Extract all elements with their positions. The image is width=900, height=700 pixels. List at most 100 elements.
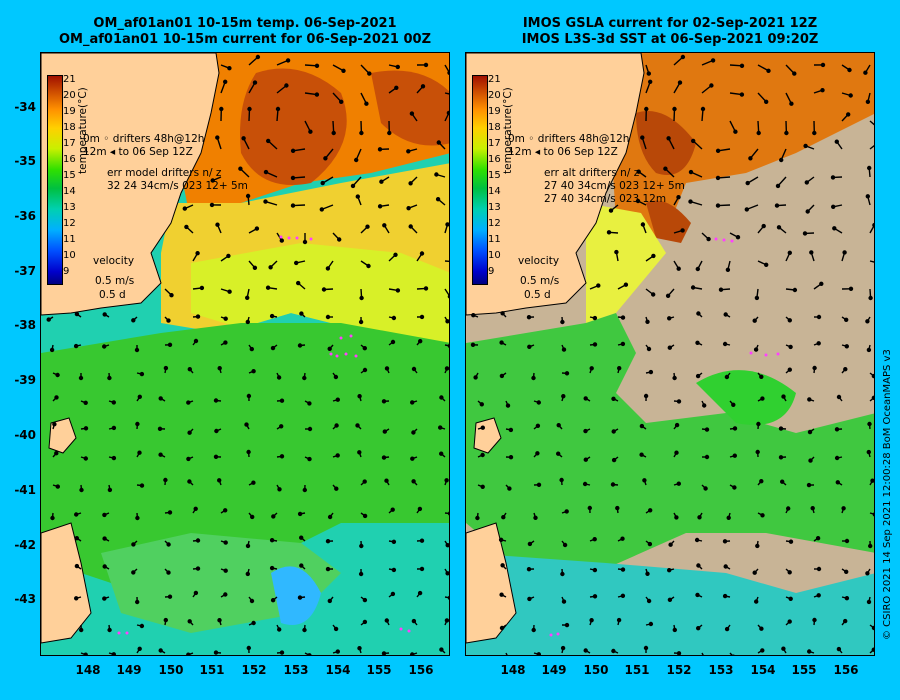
current-arrowhead: [255, 54, 261, 60]
current-arrowhead: [279, 650, 285, 655]
current-arrowhead: [592, 567, 598, 573]
current-arrowhead: [358, 571, 364, 577]
current-arrowhead: [307, 401, 312, 406]
current-arrowhead: [290, 148, 296, 154]
current-arrowhead: [444, 478, 449, 483]
current-arrowhead: [620, 341, 626, 347]
current-arrowhead: [745, 180, 750, 186]
current-arrowhead: [131, 542, 136, 547]
current-arrowhead: [620, 593, 626, 598]
lon-label: 152: [666, 663, 692, 677]
current-arrowhead: [268, 265, 273, 270]
current-arrowhead: [362, 597, 368, 603]
current-arrowhead: [731, 402, 736, 407]
current-arrowhead: [645, 319, 650, 324]
current-arrowhead: [406, 205, 411, 211]
current-arrowhead: [479, 402, 485, 407]
current-arrowhead: [620, 536, 625, 541]
current-arrowhead: [639, 423, 645, 429]
lon-label: 150: [158, 663, 184, 677]
lon-label: 151: [199, 663, 225, 677]
current-arrowhead: [748, 156, 753, 161]
current-arrowhead: [676, 399, 682, 404]
cbar-tick: 12: [488, 218, 501, 229]
current-arrowhead: [636, 169, 641, 174]
current-arrowhead: [726, 515, 731, 520]
current-arrowhead: [724, 626, 730, 632]
current-arrowhead: [810, 506, 815, 511]
current-arrowhead: [193, 590, 199, 596]
current-arrowhead: [866, 347, 872, 353]
current-arrowhead: [500, 563, 505, 568]
current-arrowhead: [807, 397, 812, 402]
current-arrowhead: [501, 515, 506, 520]
cbar-tick: 14: [63, 186, 76, 197]
current-arrowhead: [269, 538, 275, 543]
current-arrowhead: [157, 426, 163, 431]
current-arrowhead: [226, 253, 231, 259]
current-arrowhead: [391, 567, 397, 573]
observed-sst-map[interactable]: 21 20 19 18 17 16 15 14 13 12 11 10 9 te…: [465, 52, 875, 656]
current-arrowhead: [297, 343, 303, 348]
lat-label: -36: [14, 209, 36, 223]
current-arrowhead: [677, 80, 683, 85]
model-temperature-map[interactable]: 21 20 19 18 17 16 15 14 13 12 11 10 9 te…: [40, 52, 450, 656]
current-arrowhead: [754, 599, 759, 604]
current-arrowhead: [647, 79, 653, 84]
current-arrowhead: [439, 647, 444, 652]
current-arrowhead: [111, 455, 117, 461]
current-arrowhead: [732, 485, 737, 490]
current-arrowhead: [135, 421, 140, 427]
current-arrowhead: [54, 451, 59, 456]
current-arrowhead: [186, 400, 191, 405]
current-arrow: [505, 652, 508, 655]
current-arrowhead: [265, 138, 271, 144]
colorbar: [472, 75, 488, 285]
current-arrowhead: [366, 263, 371, 269]
current-arrow: [869, 145, 874, 150]
drifter-legend-line1: 0m ◦ drifters 48h@12h: [508, 133, 630, 145]
current-arrowhead: [871, 625, 874, 631]
current-arrowhead: [527, 541, 533, 547]
current-arrowhead: [640, 135, 645, 140]
current-arrowhead: [419, 314, 425, 320]
current-arrowhead: [499, 373, 505, 379]
current-arrowhead: [166, 570, 171, 575]
current-arrowhead: [271, 514, 276, 519]
colorbar-label: temperature(°C): [77, 87, 89, 174]
current-arrowhead: [703, 486, 708, 491]
current-arrowhead: [676, 481, 682, 486]
current-arrowhead: [620, 567, 626, 572]
current-arrowhead: [357, 646, 362, 651]
current-arrowhead: [527, 596, 532, 602]
green-sst: [466, 313, 874, 573]
cbar-tick: 13: [488, 202, 501, 213]
current-arrowhead: [844, 317, 849, 322]
current-arrowhead: [560, 645, 566, 651]
cyan-sst-south: [466, 553, 874, 655]
current-arrowhead: [559, 477, 564, 483]
err-legend-line2: 32 24 34cm/s 023 12+ 5m: [107, 180, 248, 192]
current-arrowhead: [302, 627, 307, 633]
current-arrowhead: [102, 536, 107, 541]
current-arrowhead: [158, 396, 163, 401]
velocity-days: 0.5 d: [99, 289, 126, 301]
current-arrowhead: [279, 398, 285, 403]
current-arrowhead: [704, 454, 710, 460]
current-arrowhead: [166, 542, 171, 547]
current-arrowhead: [611, 648, 616, 654]
current-arrowhead: [245, 319, 251, 325]
current-arrowhead: [787, 367, 792, 372]
current-arrowhead: [614, 249, 619, 255]
current-arrowhead: [646, 598, 652, 604]
current-arrowhead: [844, 596, 850, 601]
current-arrowhead: [583, 396, 588, 401]
current-arrowhead: [723, 564, 728, 569]
current-arrowhead: [325, 566, 331, 572]
lon-label: 152: [241, 663, 267, 677]
current-arrowhead: [787, 250, 792, 256]
current-arrowhead: [500, 311, 505, 316]
current-arrowhead: [409, 111, 415, 116]
current-arrow: [729, 652, 733, 655]
current-arrowhead: [866, 599, 872, 605]
